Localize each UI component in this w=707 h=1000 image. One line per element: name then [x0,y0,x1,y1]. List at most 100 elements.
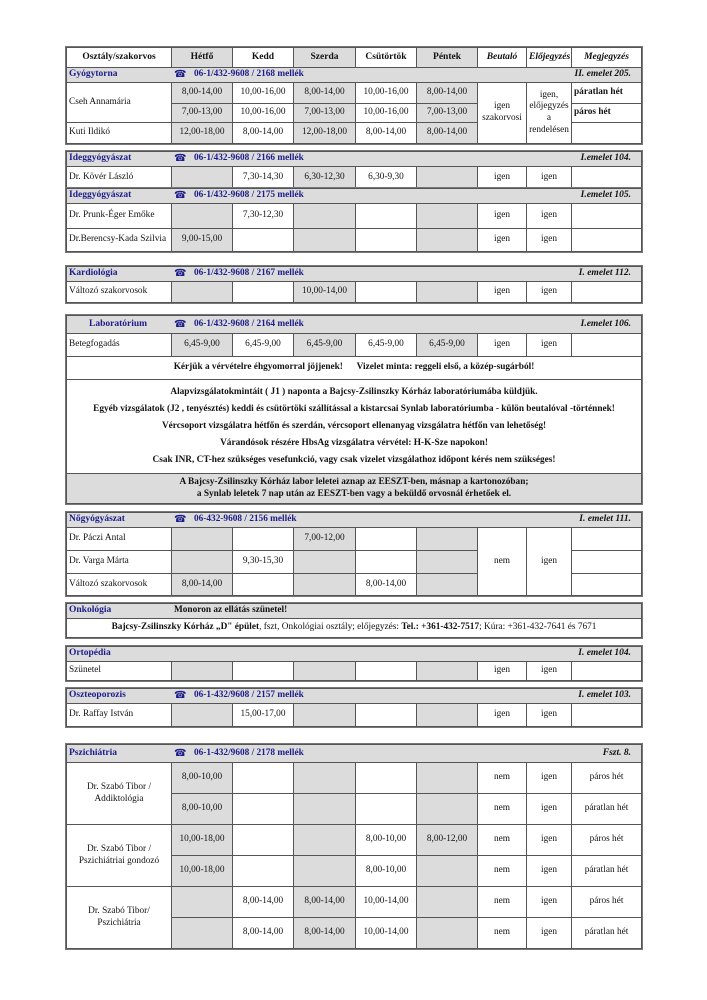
telephone-icon: ☎ [174,513,187,525]
section-header-row: Pszichiátria ☎ 06-1-432/9608 / 2178 mellék… [65,744,643,763]
lab-notice: Kérjük a vérvételre éhgyomorral jöjjenek… [65,356,643,380]
friday-hours [416,917,478,949]
tuesday-hours: 8,00-14,00 [232,917,294,949]
doctor-name: Dr. Szabó Tibor/ Pszichiátria [66,886,172,949]
monday-hours: 8,00-10,00 [171,793,233,825]
schedule-row: Cseh Annamária 8,00-14,00 10,00-16,00 8,00-… [66,82,642,144]
phone-number: 06-1/432-9608 / 2164 mellék [194,318,304,329]
info-segment: Tel.: +361-432-7517 [401,622,480,633]
doctor-name: Dr. Prunk-Éger Emőke [66,203,172,229]
remark: páratlan hét [570,917,643,949]
appointment-required: igen [526,917,572,949]
schedule-row: Dr. Szabó Tibor / Addiktológia 8,00-10,00… [66,762,643,825]
schedule-table: Laboratórium ☎ 06-1/432-9608 / 2164 mellék… [64,313,644,506]
wednesday-hours [293,824,356,856]
friday-hours [416,281,478,303]
footer-line: A Bajcsy-Zsilinszky Kórház labor leletei… [179,477,529,487]
thursday-hours: 10,00-14,00 [355,886,417,918]
schedule-row: Dr. Szabó Tibor/ Pszichiátria 8,00-14,00 8… [66,886,643,949]
remark [570,166,643,189]
schedule-row: Változó szakorvosok 10,00-14,00 igen igen [66,281,643,303]
section-header-row: Laboratórium ☎ 06-1/432-9608 / 2164 mellék… [65,315,643,334]
room-location: I.emelet 104. [580,153,632,164]
schedule-table: Osztály/szakorvos Hétfő Kedd Szerda Csütörtö… [65,46,643,145]
wednesday-hours [293,573,356,596]
section-header-row: Gyógytorna ☎ 06-1/432-9608 / 2168 mellék II… [66,67,642,83]
referral-required: igen [477,228,527,252]
telephone-icon: ☎ [174,68,187,80]
schedule-table: Ideggyógyászat ☎ 06-1/432-9608 / 2175 mell… [64,187,644,253]
friday-hours [416,886,478,918]
friday-hours [416,793,478,825]
monday-hours [171,281,233,303]
thursday-hours [355,703,417,727]
wednesday-hours: 10,00-14,00 [293,281,356,303]
appointment-required: igen [526,762,572,794]
appointment-required: igen [526,228,572,252]
thursday-hours: 8,00-10,00 [355,855,417,887]
thursday-hours: 10,00-16,00 [355,103,417,123]
column-header: Megjegyzés [571,47,642,68]
thursday-hours [355,550,417,574]
schedule-row: 10,00-18,00 8,00-10,00 nem igen páratlan hét [67,855,643,887]
department-name: Nőgyógyászat [69,514,125,525]
wednesday-hours [293,661,356,681]
schedule-table: Kardiológia ☎ 06-1/432-9608 / 2167 mellék I… [64,265,644,304]
phone-number: 06-1/432-9608 / 2175 mellék [194,190,304,201]
referral-required: igen [477,333,527,357]
schedule-row: Dr. Raffay István 15,00-17,00 igen igen [66,703,643,727]
tuesday-hours: 6,45-9,00 [232,333,294,357]
department-name: Oszteoporozis [69,690,126,701]
remark: páratlan hét [570,793,643,825]
room-location: I. emelet 112. [578,268,632,279]
wednesday-hours [293,203,356,229]
appointment-required: igen [526,855,572,887]
section-header-row: Ortopédia I. emelet 104. [65,646,643,662]
column-header: Előjegyzés [526,47,572,68]
telephone-icon: ☎ [174,318,187,330]
appointment-required: igen [526,166,572,189]
friday-hours [416,550,478,574]
friday-hours [416,703,478,727]
wednesday-hours [293,793,356,825]
doctor-name: Betegfogadás [66,333,172,357]
room-location: I.emelet 106. [580,318,632,329]
friday-hours [416,855,478,887]
referral-required: nem [477,793,527,825]
section-ideggyógyászat: Ideggyógyászat ☎ 06-1/432-9608 / 2166 mell… [64,150,644,190]
remark [570,661,643,681]
telephone-icon: ☎ [174,267,187,279]
section-header: Nőgyógyászat ☎ 06-432-9608 / 2156 mellék I.… [65,512,643,528]
phone-number: 06-1/432-9608 / 2167 mellék [194,268,304,279]
schedule-row: Dr. Páczi Antal 7,00-12,00 nem igen [66,527,643,596]
monday-hours [171,527,233,551]
section-header-row: Nőgyógyászat ☎ 06-432-9608 / 2156 mellék I.… [65,512,643,528]
section-oszteoporozis: Oszteoporozis ☎ 06-1-432/9608 / 2157 mellé… [64,687,644,728]
tuesday-hours: 8,00-14,00 [232,886,294,918]
schedule-table: Nőgyógyászat ☎ 06-432-9608 / 2156 mellék I.… [64,511,644,597]
tuesday-hours [232,661,294,681]
oncology-info: Bajcsy-Zsilinszky Kórház „D" épület, fsz… [65,618,643,638]
telephone-icon: ☎ [174,152,187,164]
wednesday-hours: 8,00-14,00 [293,82,356,104]
referral-required: igen szakorvosi [477,82,527,144]
monday-hours: 10,00-18,00 [171,855,233,887]
monday-hours: 8,00-10,00 [171,762,233,794]
monday-hours [171,203,233,229]
thursday-hours: 8,00-10,00 [355,824,417,856]
room-location: I. emelet 111. [579,514,632,525]
info-line: Alapvizsgálatokmintáit ( J1 ) naponta a … [170,387,538,397]
friday-hours: 8,00-14,00 [416,82,478,104]
tuesday-hours: 8,00-14,00 [232,122,294,144]
wednesday-hours [293,228,356,252]
tuesday-hours [232,793,294,825]
remark [571,122,642,144]
tuesday-hours [232,527,294,551]
remark: páros hét [571,103,642,123]
appointment-required: igen [526,527,572,596]
wednesday-hours: 6,45-9,00 [293,333,356,357]
friday-hours [416,203,478,229]
wednesday-hours: 7,00-12,00 [293,527,356,551]
schedule-row: Változó szakorvosok 8,00-14,00 8,00-14,00 [66,573,643,596]
department-name: Kardiológia [69,268,118,279]
